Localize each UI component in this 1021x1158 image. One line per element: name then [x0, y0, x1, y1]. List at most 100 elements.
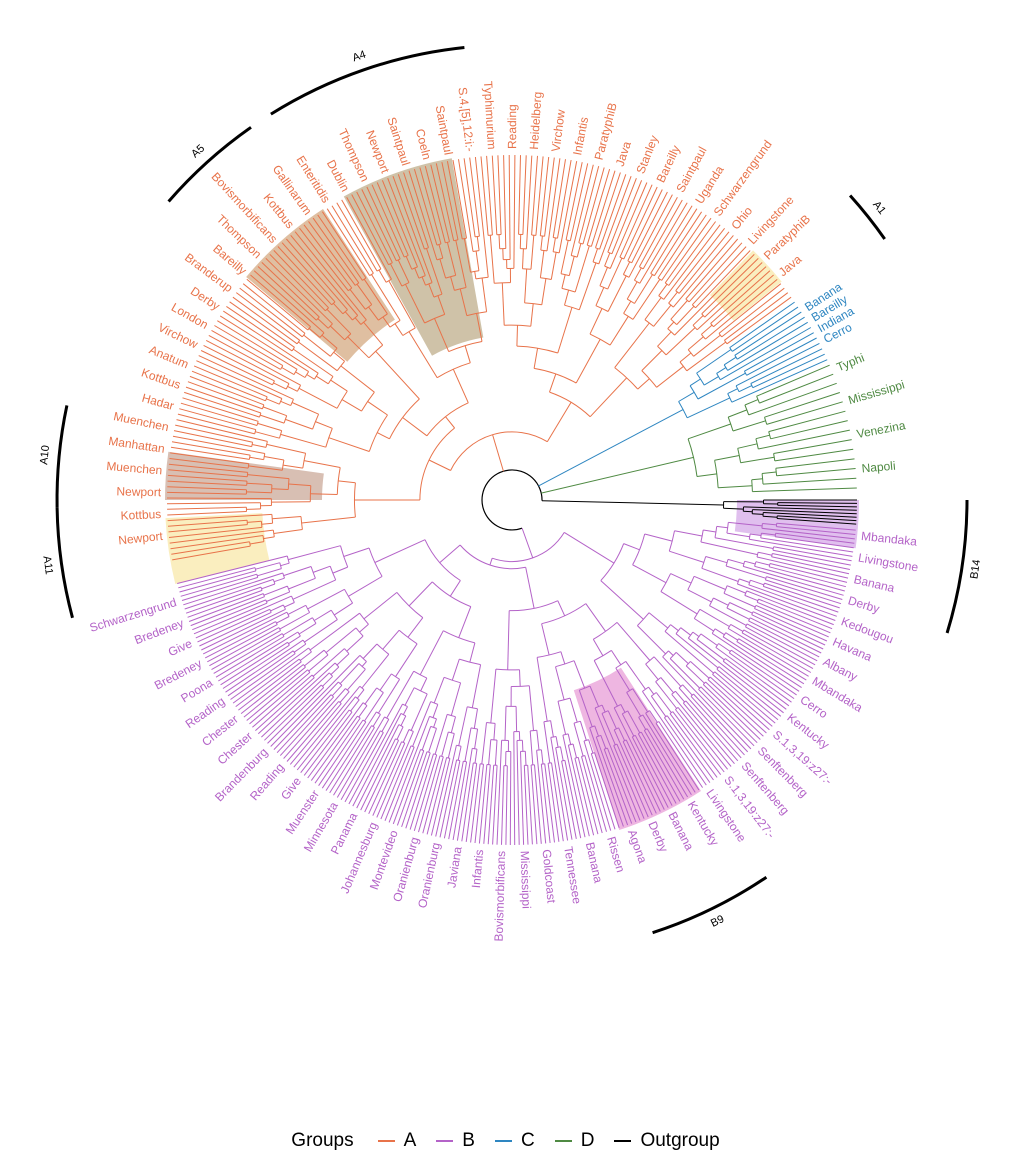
branch-arc [687, 349, 694, 357]
branch-arc [664, 624, 671, 632]
tip-label: Muenchen [112, 409, 170, 434]
branch-segment [167, 506, 247, 510]
branch-segment [524, 268, 528, 303]
branch-arc [642, 686, 649, 692]
branch-segment [595, 172, 621, 248]
branch-segment [253, 270, 325, 334]
branch-segment [700, 633, 718, 646]
branch-segment [356, 283, 373, 305]
branch-segment [687, 336, 704, 351]
clade-highlight [573, 667, 701, 831]
branch-segment [533, 348, 539, 369]
branch-arc [650, 272, 655, 277]
branch-segment [204, 621, 276, 659]
branch-segment [555, 666, 565, 700]
branch-segment [364, 740, 400, 813]
branch-segment [303, 224, 353, 289]
branch-segment [192, 599, 266, 631]
branch-segment [473, 708, 478, 729]
branch-segment [232, 647, 309, 704]
branch-segment [743, 565, 844, 596]
branch-segment [408, 170, 438, 261]
branch-segment [507, 610, 510, 670]
branch-segment [623, 186, 658, 260]
legend-item-a: A [377, 1130, 416, 1152]
branch-arc [764, 576, 767, 581]
branch-segment [317, 214, 363, 281]
branch-segment [592, 639, 604, 656]
branch-arc [472, 747, 478, 750]
branch-segment [670, 573, 692, 584]
branch-segment [426, 248, 443, 295]
branch-arc [771, 553, 773, 557]
tip-label: Derby [846, 593, 881, 616]
branch-segment [675, 652, 689, 664]
branch-segment [539, 156, 550, 236]
branch-segment [351, 194, 389, 265]
branch-segment [569, 163, 589, 241]
branch-segment [257, 662, 336, 735]
branch-segment [448, 761, 464, 840]
branch-segment [344, 732, 384, 803]
branch-arc [623, 312, 634, 320]
branch-segment [763, 512, 857, 518]
branch-segment [775, 458, 855, 469]
branch-segment [281, 367, 295, 376]
branch-segment [718, 643, 731, 652]
legend-swatch-b [436, 1140, 454, 1142]
branch-arc [772, 546, 775, 551]
branch-segment [262, 406, 287, 417]
branch-segment [401, 751, 428, 828]
branch-segment [279, 612, 310, 630]
branch-segment [754, 565, 845, 592]
branch-segment [677, 707, 728, 770]
branch-segment [626, 692, 642, 717]
branch-segment [622, 261, 631, 275]
branch-arc [530, 729, 537, 732]
branch-segment [725, 658, 790, 707]
branch-segment [336, 716, 386, 798]
branch-segment [744, 594, 759, 602]
branch-segment [668, 221, 717, 286]
branch-segment [465, 763, 478, 842]
branch-segment [336, 202, 378, 272]
branch-segment [167, 474, 248, 482]
branch-segment [266, 591, 290, 602]
branch-segment [663, 224, 721, 300]
branch-arc [604, 747, 608, 750]
branch-segment [518, 155, 521, 235]
branch-arc [553, 237, 558, 239]
branch-segment [249, 672, 311, 725]
root-arc [481, 469, 543, 531]
branch-arc [644, 319, 654, 327]
branch-arc [775, 468, 778, 476]
branch-arc [260, 586, 263, 591]
branch-segment [752, 353, 825, 389]
branch-arc [271, 514, 274, 524]
branch-arc [263, 453, 266, 460]
branch-arc [327, 323, 333, 329]
branch-segment [476, 236, 480, 251]
branch-segment [367, 400, 388, 416]
branch-segment [557, 701, 567, 735]
branch-segment [752, 487, 857, 493]
branch-segment [680, 627, 691, 636]
tip-label: Infantis [570, 116, 591, 157]
branch-segment [372, 714, 381, 727]
branch-segment [531, 155, 538, 236]
branch-segment [547, 763, 560, 842]
branch-segment [246, 491, 272, 494]
branch-segment [737, 583, 836, 621]
branch-segment [668, 291, 678, 304]
tip-label: Bovismorbificans [492, 851, 509, 942]
branch-segment [290, 234, 359, 316]
branch-segment [232, 296, 298, 345]
branch-segment [613, 729, 653, 816]
branch-segment [755, 604, 829, 638]
branch-segment [428, 728, 437, 753]
branch-arc [297, 631, 301, 637]
branch-segment [718, 485, 753, 489]
branch-segment [737, 443, 758, 449]
branch-segment [348, 575, 383, 597]
branch-segment [713, 597, 729, 606]
